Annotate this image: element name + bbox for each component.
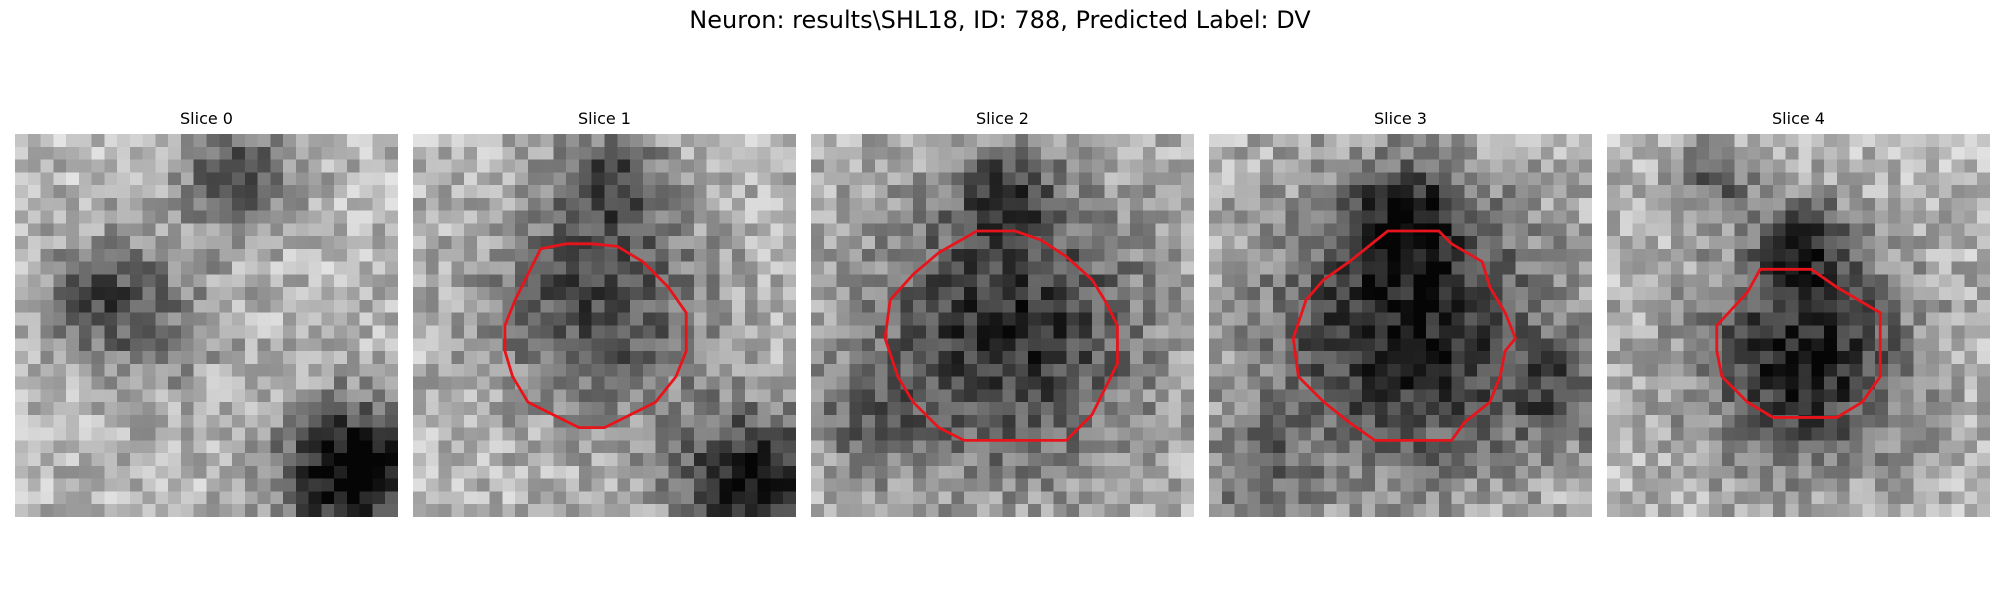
slice-image <box>413 134 796 517</box>
roi-contour <box>883 229 1119 442</box>
slice-image <box>15 134 398 517</box>
slice-image <box>1209 134 1592 517</box>
slice-title: Slice 0 <box>180 109 233 128</box>
slice-panel-1: Slice 1 <box>413 108 796 517</box>
slice-panel-2: Slice 2 <box>811 108 1194 517</box>
roi-contour <box>1715 267 1882 419</box>
slice-image <box>1607 134 1990 517</box>
slice-title: Slice 1 <box>578 109 631 128</box>
slice-title: Slice 3 <box>1374 109 1427 128</box>
roi-contour <box>503 242 688 430</box>
slice-title: Slice 2 <box>976 109 1029 128</box>
slice-image <box>811 134 1194 517</box>
slice-panel-4: Slice 4 <box>1607 108 1990 517</box>
slice-panel-3: Slice 3 <box>1209 108 1592 517</box>
slice-title: Slice 4 <box>1772 109 1825 128</box>
slice-panel-0: Slice 0 <box>15 108 398 517</box>
figure-title: Neuron: results\SHL18, ID: 788, Predicte… <box>689 6 1311 34</box>
roi-contour <box>1291 229 1518 442</box>
